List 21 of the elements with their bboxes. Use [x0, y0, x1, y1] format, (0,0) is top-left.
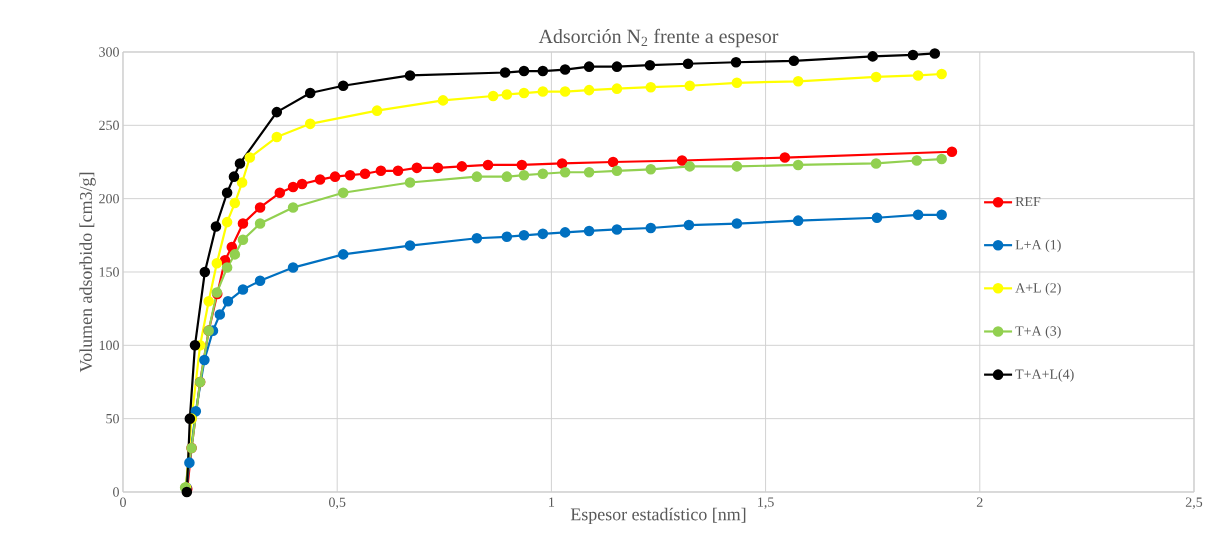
legend-label: T+A (3): [1015, 325, 1061, 339]
x-tick-label: 1: [549, 497, 555, 507]
x-tick-label: 1,5: [758, 497, 774, 509]
legend-label: L+A (1): [1015, 239, 1061, 253]
y-tick-label: 250: [99, 120, 119, 131]
x-axis-title: Espesor estadístico [nm]: [570, 507, 746, 525]
chart-title: Adsorción N$_{2}$ frente a espesor: [538, 28, 779, 48]
legend-label: A+L (2): [1015, 282, 1061, 296]
x-tick-label: 0: [120, 497, 126, 507]
x-tick-label: 2,5: [1185, 497, 1203, 509]
y-tick-label: 50: [106, 413, 119, 424]
y-tick-label: 200: [99, 193, 119, 204]
y-tick-label: 150: [99, 267, 119, 277]
y-axis-title: Volumen adsorbido [cm3/g]: [79, 172, 96, 373]
legend-label: T+A+L(4): [1015, 369, 1074, 382]
y-tick-label: 100: [99, 340, 119, 351]
legend-label: REF: [1015, 196, 1041, 207]
y-tick-label: 0: [113, 487, 119, 497]
y-tick-label: 300: [99, 47, 119, 57]
x-tick-label: 0,5: [329, 497, 346, 509]
x-tick-label: 2: [976, 497, 983, 507]
